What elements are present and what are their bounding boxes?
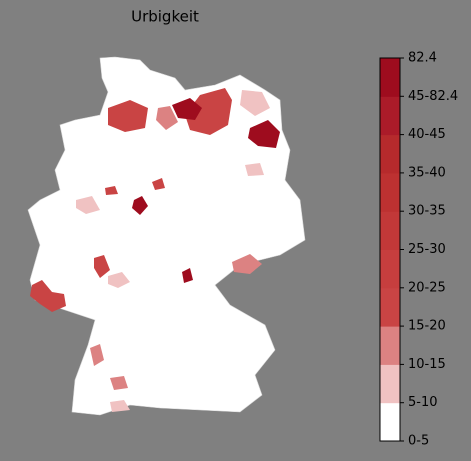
region: [248, 120, 280, 148]
region: [30, 280, 66, 312]
region: [232, 254, 262, 274]
colorbar-label: 10-15: [408, 357, 446, 372]
colorbar-label: 0-5: [408, 434, 429, 449]
colorbar-segment: [380, 134, 400, 174]
colorbar-segment: [380, 172, 400, 212]
region: [90, 344, 104, 366]
colorbar-label: 45-82.4: [408, 89, 458, 104]
region: [105, 186, 118, 195]
colorbar-label: 30-35: [408, 204, 446, 219]
region: [156, 106, 178, 130]
colorbar-segment: [380, 364, 400, 404]
colorbar-segment: [380, 326, 400, 365]
region: [152, 178, 165, 190]
colorbar-label: 5-10: [408, 395, 438, 410]
colorbar: 0-5 5-10 10-15 15-20 20-25 25-30 30-35 35-40 40-…: [379, 51, 458, 449]
colorbar-label: 20-25: [408, 280, 446, 295]
region: [172, 98, 202, 120]
region: [108, 272, 130, 288]
colorbar-segment: [380, 211, 400, 250]
region: [108, 100, 148, 132]
colorbar-label: 40-45: [408, 127, 446, 142]
region: [110, 400, 130, 412]
region: [182, 268, 193, 283]
region: [245, 163, 264, 176]
germany-map: [27, 56, 306, 416]
colorbar-segment: [380, 249, 400, 289]
region: [94, 255, 110, 278]
region: [185, 88, 232, 135]
colorbar-label: 82.4: [408, 51, 437, 66]
region: [110, 376, 128, 390]
colorbar-segment: [380, 402, 400, 442]
region: [132, 196, 148, 215]
colorbar-segment: [380, 58, 400, 97]
country-outline: [27, 56, 306, 416]
region: [240, 90, 270, 116]
region: [76, 196, 100, 214]
colorbar-segment: [380, 287, 400, 327]
map-title: Urbigkeit: [131, 8, 199, 26]
colorbar-label: 25-30: [408, 242, 446, 257]
colorbar-label: 15-20: [408, 319, 446, 334]
colorbar-segment: [380, 96, 400, 136]
colorbar-label: 35-40: [408, 165, 446, 180]
